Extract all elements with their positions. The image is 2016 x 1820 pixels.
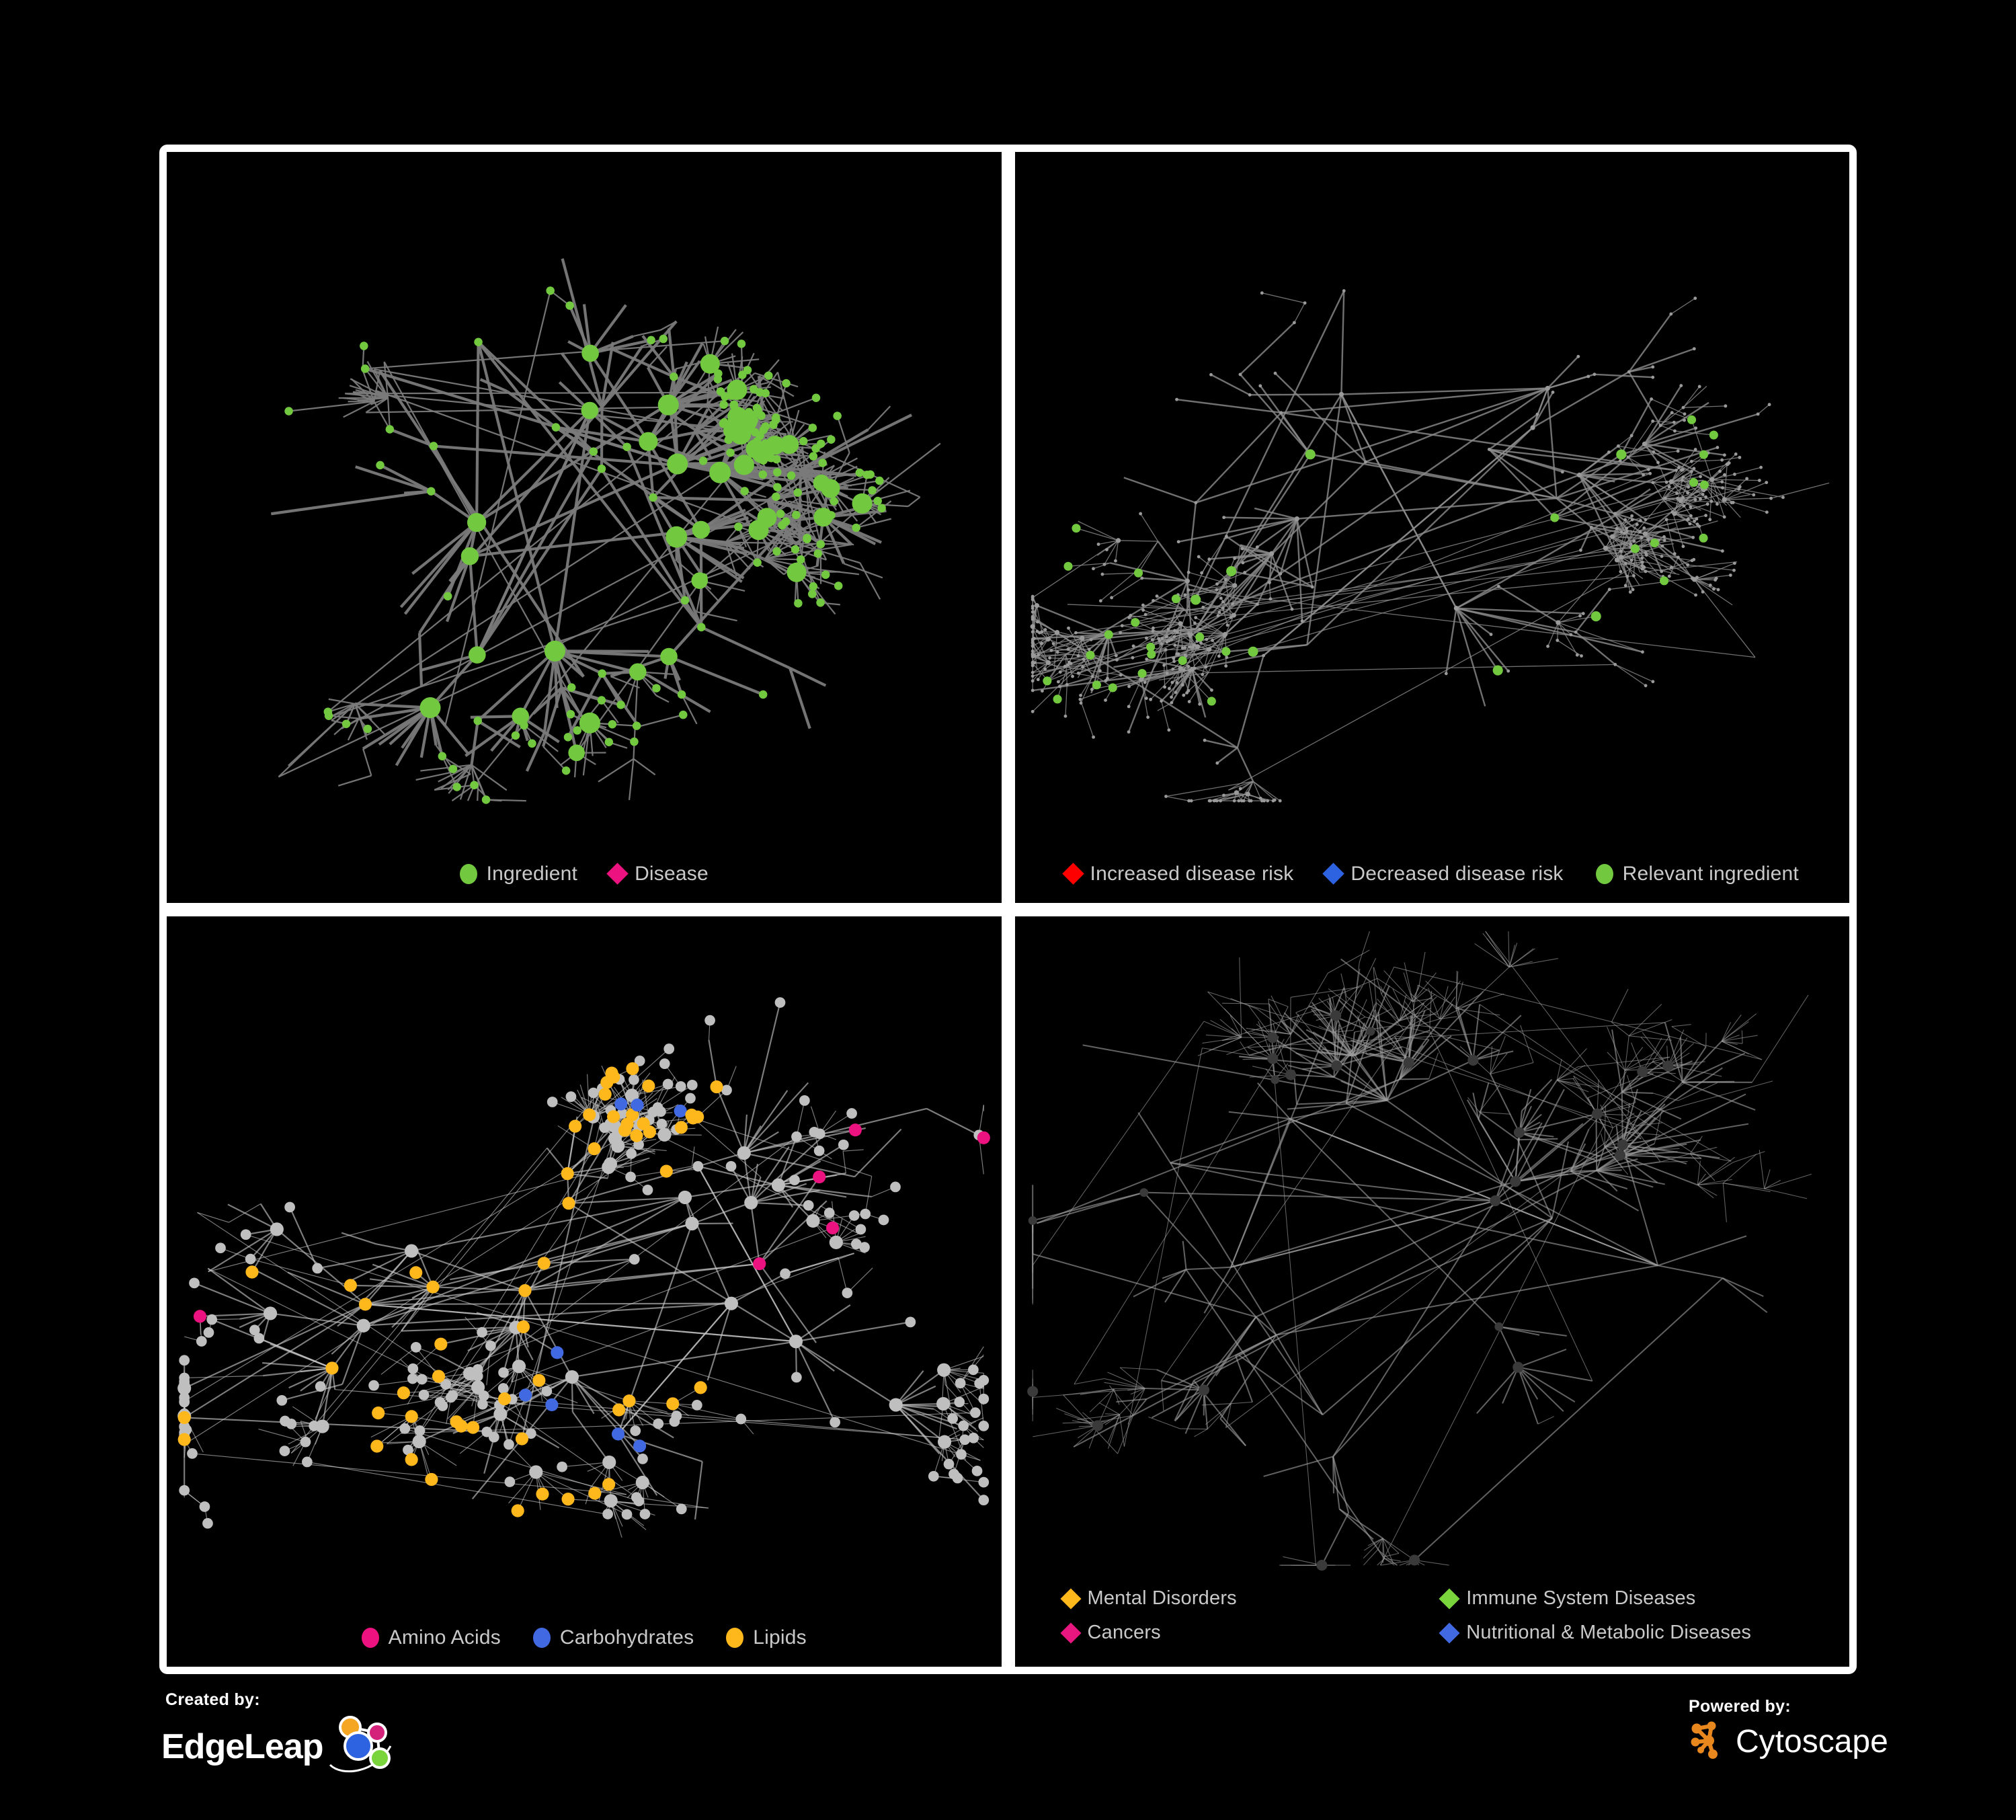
created-by-kicker: Created by:: [165, 1690, 260, 1709]
edgeleap-logo-row: EdgeLeap: [161, 1712, 399, 1780]
panel-nutrient-classes[interactable]: Amino Acids Carbohydrates Lipids: [167, 916, 1002, 1667]
panel-grid: Ingredient Disease Increased disease ris…: [159, 145, 1857, 1674]
edgeleap-wordmark: EdgeLeap: [161, 1727, 323, 1766]
network-canvas-disease-classes[interactable]: [1014, 916, 1849, 1667]
panel-disease-risk[interactable]: Increased disease risk Decreased disease…: [1014, 152, 1849, 903]
powered-by-kicker: Powered by:: [1689, 1697, 1791, 1716]
network-canvas-disease-risk[interactable]: [1014, 152, 1849, 903]
panel-ingredient-disease[interactable]: Ingredient Disease: [167, 152, 1002, 903]
cytoscape-logo-row: Cytoscape: [1689, 1719, 1888, 1764]
footer: Created by: EdgeLeap: [0, 1681, 2016, 1809]
cytoscape-icon: [1689, 1719, 1730, 1764]
created-by-brand: Created by: EdgeLeap: [161, 1690, 399, 1780]
cytoscape-wordmark: Cytoscape: [1736, 1723, 1888, 1759]
powered-by-brand: Powered by:: [1689, 1697, 1888, 1764]
network-canvas-ingredient-disease[interactable]: [167, 152, 1002, 903]
edgeleap-graph-icon: [329, 1712, 399, 1780]
panel-disease-classes[interactable]: Mental Disorders Immune System Diseases …: [1014, 916, 1849, 1667]
network-canvas-nutrient-classes[interactable]: [167, 916, 1002, 1667]
